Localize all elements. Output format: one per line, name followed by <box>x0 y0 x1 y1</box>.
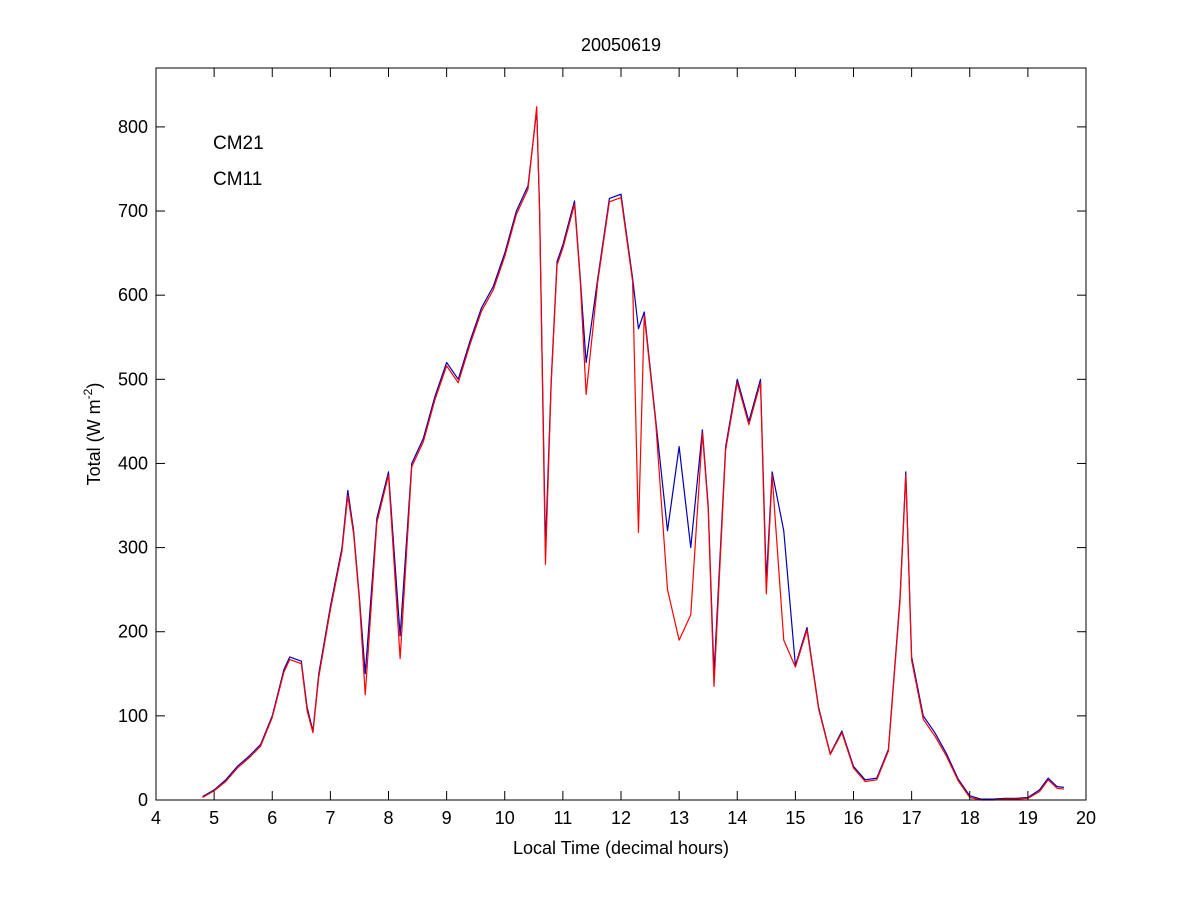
x-tick-label: 18 <box>960 808 980 828</box>
chart-title: 20050619 <box>581 35 661 55</box>
x-tick-label: 16 <box>843 808 863 828</box>
x-tick-label: 10 <box>495 808 515 828</box>
tick-labels-layer: 4 5 6 7 8 9 10 11 12 13 14 15 16 17 18 19 20010020030040… <box>118 117 1096 828</box>
x-tick-label: 4 <box>151 808 161 828</box>
ticks-layer <box>155 68 1087 801</box>
y-axis-label: Total (W m-2) <box>81 383 104 486</box>
y-tick-label: 100 <box>118 706 148 726</box>
series-line-cm11 <box>202 106 1064 801</box>
y-tick-label: 0 <box>138 790 148 810</box>
x-tick-label: 12 <box>611 808 631 828</box>
x-tick-label: 7 <box>325 808 335 828</box>
x-tick-label: 14 <box>727 808 747 828</box>
x-tick-label: 6 <box>267 808 277 828</box>
x-tick-label: 13 <box>669 808 689 828</box>
y-tick-label: 600 <box>118 285 148 305</box>
y-tick-label: 300 <box>118 538 148 558</box>
x-tick-label: 5 <box>209 808 219 828</box>
series-layer <box>202 106 1064 801</box>
y-tick-label: 200 <box>118 622 148 642</box>
legend: CM21 CM11 <box>213 133 264 190</box>
x-tick-label: 17 <box>902 808 922 828</box>
y-tick-label: 500 <box>118 369 148 389</box>
legend-entry-cm11: CM11 <box>213 169 262 190</box>
x-tick-label: 11 <box>554 808 573 828</box>
y-tick-label: 400 <box>118 453 148 473</box>
y-tick-label: 700 <box>118 201 148 221</box>
x-tick-label: 19 <box>1018 808 1038 828</box>
x-axis-label: Local Time (decimal hours) <box>513 838 729 858</box>
x-tick-label: 8 <box>383 808 393 828</box>
x-tick-label: 20 <box>1076 808 1096 828</box>
y-axis-label-superscript: -2 <box>81 388 95 399</box>
x-tick-label: 15 <box>785 808 805 828</box>
x-tick-label: 9 <box>442 808 452 828</box>
y-axis-label-main: Total (W m <box>84 399 104 485</box>
y-axis-label-close: ) <box>84 383 104 389</box>
legend-entry-cm21: CM21 <box>213 133 264 154</box>
y-tick-label: 800 <box>118 117 148 137</box>
